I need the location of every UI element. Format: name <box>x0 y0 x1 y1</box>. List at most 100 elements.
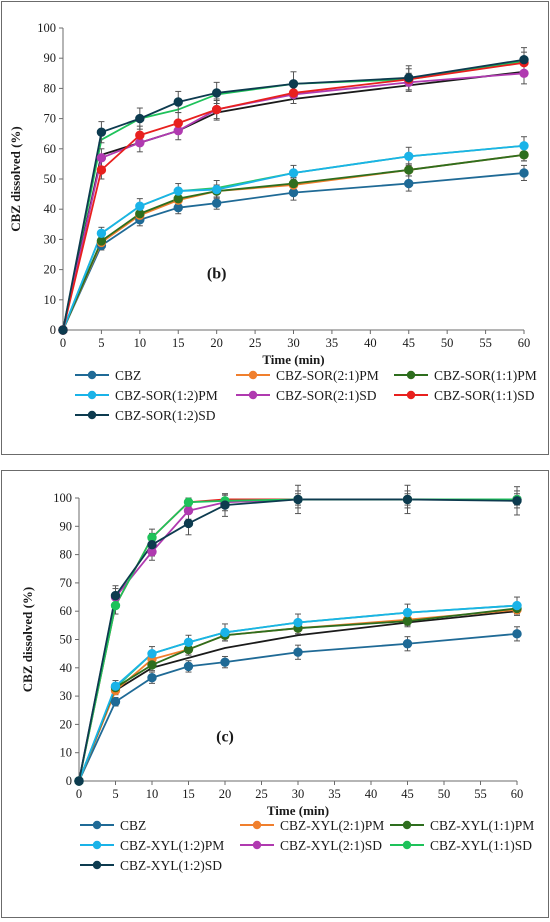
data-point <box>519 55 529 65</box>
data-point <box>110 681 121 691</box>
y-tick-label: 30 <box>60 689 73 703</box>
y-tick-label: 100 <box>53 491 72 505</box>
data-point <box>135 201 145 211</box>
x-tick-label: 0 <box>76 787 82 801</box>
y-tick-label: 90 <box>60 519 73 533</box>
data-point <box>404 178 414 189</box>
data-point <box>519 168 529 178</box>
data-point <box>147 673 157 683</box>
legend-entry: CBZ-SOR(1:2)PM <box>115 388 218 403</box>
data-point <box>110 590 121 601</box>
data-point <box>74 776 84 786</box>
legend-marker <box>87 370 97 380</box>
legend-entry: CBZ-SOR(1:1)SD <box>434 388 535 403</box>
y-tick-label: 90 <box>44 51 57 65</box>
legend-marker <box>406 390 416 400</box>
series-line-overlay <box>62 70 525 331</box>
legend-marker <box>406 370 416 380</box>
data-point <box>110 697 121 707</box>
data-point <box>147 648 157 659</box>
x-axis-title: Time (min) <box>262 352 324 367</box>
series-line <box>78 632 518 782</box>
x-tick-label: 50 <box>438 787 451 801</box>
legend-marker <box>92 840 102 850</box>
x-tick-label: 50 <box>441 336 454 350</box>
legend-entry: CBZ-XYL(2:1)PM <box>280 818 384 833</box>
y-axis-title: CBZ dissolved (%) <box>8 126 23 231</box>
data-point <box>519 141 529 151</box>
data-point <box>512 629 522 639</box>
y-tick-label: 10 <box>44 293 57 307</box>
series-line <box>62 61 525 331</box>
data-point <box>220 500 230 510</box>
legend-entry: CBZ-SOR(2:1)SD <box>276 388 377 403</box>
data-point <box>96 127 107 137</box>
data-point <box>404 73 414 83</box>
y-tick-label: 40 <box>44 202 57 216</box>
legend-entry: CBZ-XYL(1:1)SD <box>430 838 532 853</box>
data-point <box>96 153 107 163</box>
data-point <box>147 660 157 670</box>
x-tick-label: 55 <box>474 787 487 801</box>
data-point <box>173 186 183 196</box>
data-point <box>110 600 121 611</box>
data-point <box>173 97 183 107</box>
chart-panel-b: 0 10 20 30 40 50 60 70 80 90 100 0 5 10 15 20 25 30 35 40 45… <box>1 1 549 455</box>
legend-marker <box>252 840 262 850</box>
data-point <box>211 88 222 98</box>
legend-marker <box>248 370 258 380</box>
x-tick-label: 55 <box>479 336 492 350</box>
x-tick-label: 20 <box>219 787 232 801</box>
legend-entry: CBZ-SOR(1:2)SD <box>115 408 216 423</box>
y-tick-label: 0 <box>50 323 56 337</box>
data-point <box>183 506 194 516</box>
y-tick-label: 0 <box>66 774 72 788</box>
chart-svg-b: 0 10 20 30 40 50 60 70 80 90 100 0 5 10 15 20 25 30 35 40 45… <box>8 21 537 423</box>
x-axis-title: Time (min) <box>267 803 329 818</box>
data-point <box>58 325 68 335</box>
legend-marker <box>92 820 102 830</box>
y-tick-label: 100 <box>37 21 56 35</box>
x-tick-label: 10 <box>134 336 147 350</box>
data-point <box>183 497 194 507</box>
data-point <box>404 165 414 175</box>
data-point <box>173 118 183 128</box>
series-line-overlay <box>78 610 518 782</box>
legend-marker <box>87 390 97 400</box>
y-axis-title: CBZ dissolved (%) <box>20 587 35 692</box>
data-point <box>512 600 522 611</box>
y-tick-label: 20 <box>44 263 57 277</box>
legend-entry: CBZ-SOR(1:1)PM <box>434 368 537 383</box>
data-point <box>96 228 107 239</box>
legend-marker <box>92 860 102 870</box>
data-point <box>288 79 299 89</box>
series-line <box>62 172 525 331</box>
x-tick-label: 30 <box>292 787 305 801</box>
data-point <box>402 616 413 626</box>
data-point <box>288 178 299 189</box>
legend-marker <box>87 410 97 420</box>
x-tick-label: 0 <box>60 336 66 350</box>
series-line <box>78 604 518 782</box>
legend-entry: CBZ <box>115 368 141 383</box>
y-tick-label: 70 <box>44 112 57 126</box>
y-tick-label: 20 <box>60 717 73 731</box>
legend-marker <box>402 820 412 830</box>
x-tick-label: 45 <box>401 787 414 801</box>
legend-marker <box>402 840 412 850</box>
x-tick-label: 30 <box>287 336 300 350</box>
data-point <box>211 104 222 115</box>
chart-panel-c: 0 10 20 30 40 50 60 70 80 90 100 0 5 10 15 20 25 30 35 40 45… <box>1 470 549 918</box>
data-point <box>402 494 413 505</box>
x-tick-label: 35 <box>326 336 339 350</box>
data-point <box>220 657 230 667</box>
data-point <box>404 151 414 162</box>
x-tick-label: 15 <box>182 787 195 801</box>
x-tick-label: 40 <box>365 787 378 801</box>
x-tick-label: 40 <box>364 336 377 350</box>
y-tick-label: 70 <box>60 576 73 590</box>
panel-label: (b) <box>207 266 227 283</box>
data-point <box>512 496 522 506</box>
data-point <box>183 661 194 672</box>
x-tick-label: 35 <box>328 787 341 801</box>
